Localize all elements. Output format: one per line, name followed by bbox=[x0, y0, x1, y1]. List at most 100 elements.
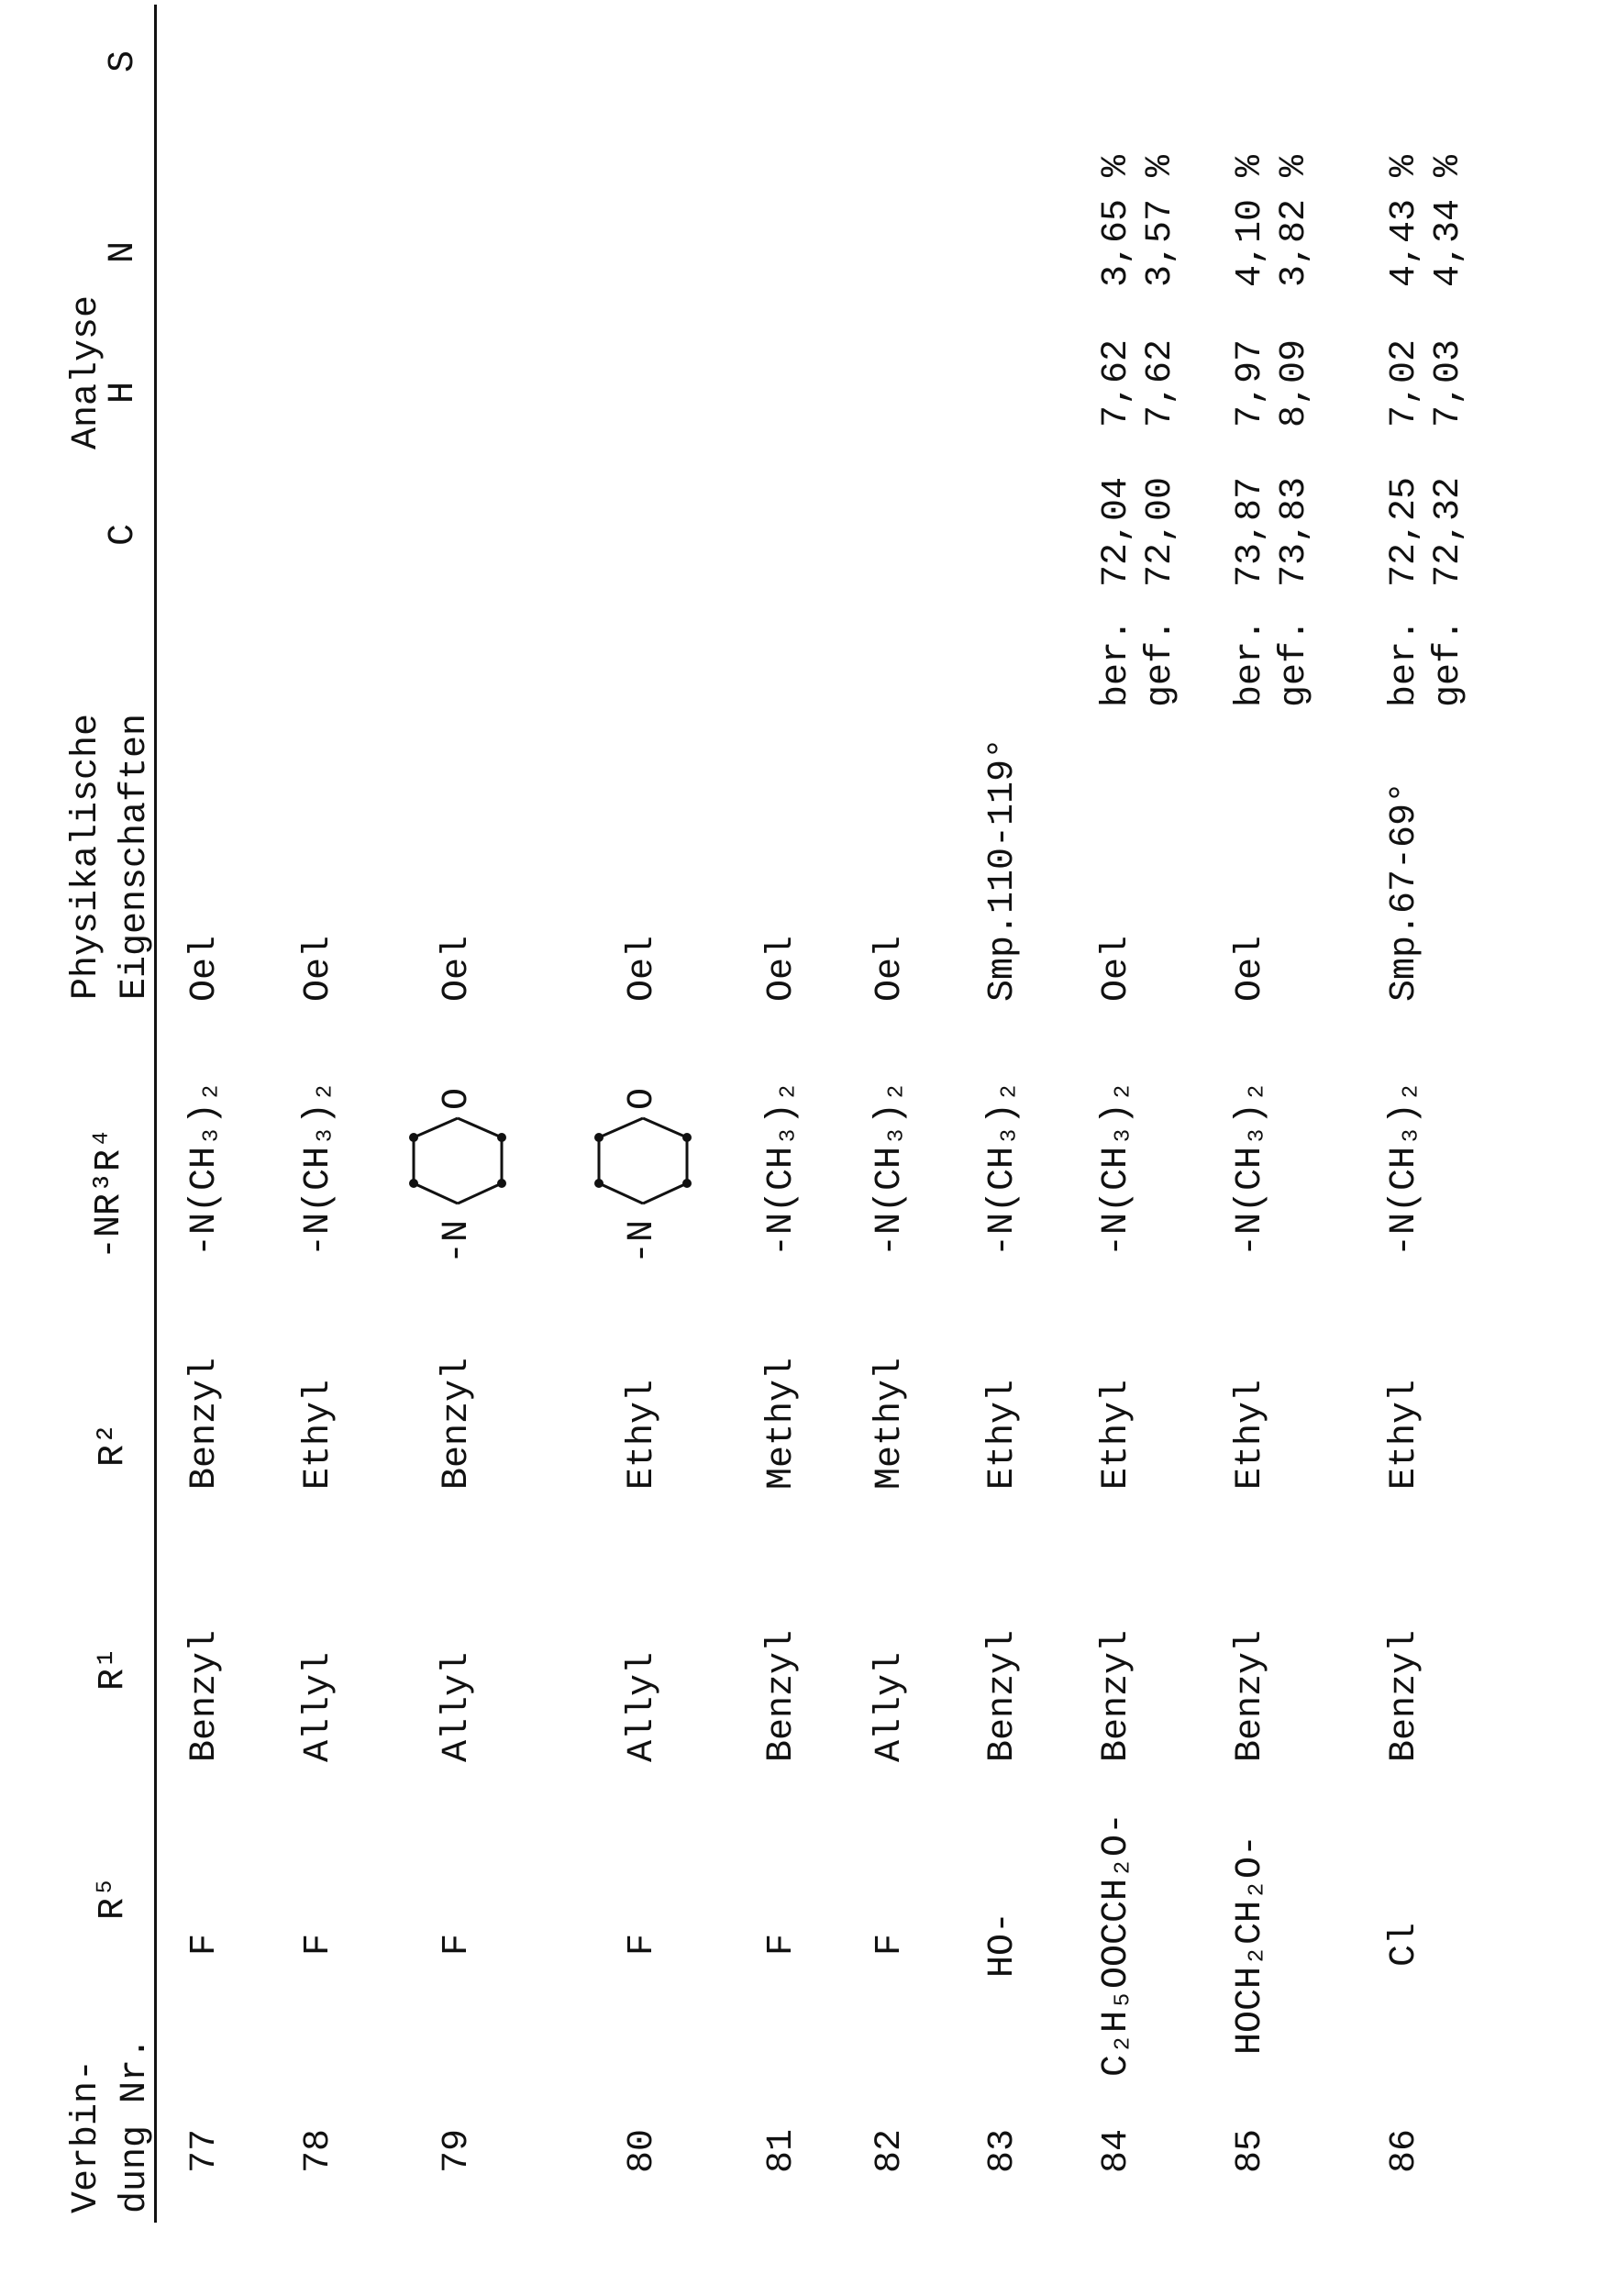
physical-properties-cell: Oel bbox=[1233, 936, 1269, 1002]
nr3r4-cell: -N(CH₃)₂ bbox=[301, 1081, 338, 1257]
ring-bond bbox=[599, 1118, 643, 1137]
analysis-label: gef. bbox=[1143, 619, 1180, 707]
ring-bond bbox=[414, 1183, 458, 1203]
header-phys-line2: Eigenschaften bbox=[117, 714, 154, 1000]
ring-nitrogen-label: -N bbox=[625, 1220, 661, 1264]
r5-cell: F bbox=[301, 1798, 338, 2091]
header-r1: R¹ bbox=[95, 1647, 132, 1691]
r1-cell: Allyl bbox=[872, 1652, 909, 1762]
ring-oxygen-label: O bbox=[625, 1088, 661, 1110]
nr3r4-cell: -N(CH₃)₂ bbox=[764, 1081, 801, 1257]
analysis-n: 3,57 % bbox=[1143, 155, 1180, 287]
header-c: C bbox=[105, 524, 142, 546]
r5-cell: F bbox=[625, 1798, 661, 2091]
r1-cell: Benzyl bbox=[187, 1630, 224, 1762]
ring-bond bbox=[599, 1183, 643, 1203]
physical-properties-cell: Smp.110-119° bbox=[985, 738, 1022, 1002]
r1-cell: Allyl bbox=[625, 1652, 661, 1762]
analysis-h: 7,02 bbox=[1387, 339, 1423, 427]
analysis-n: 4,34 % bbox=[1431, 155, 1468, 287]
analysis-c: 72,04 bbox=[1099, 477, 1135, 587]
r1-cell: Benzyl bbox=[1387, 1630, 1423, 1762]
analysis-h: 7,62 bbox=[1143, 339, 1180, 427]
ring-vertex-dot bbox=[409, 1179, 418, 1188]
ring-vertex-dot bbox=[497, 1179, 506, 1188]
physical-properties-cell: Smp.67-69° bbox=[1387, 782, 1423, 1002]
analysis-h: 7,03 bbox=[1431, 339, 1468, 427]
header-phys-line1: Physikalische bbox=[69, 714, 105, 1000]
header-r2: R² bbox=[95, 1423, 132, 1467]
ring-bond bbox=[643, 1183, 687, 1203]
ring-vertex-dot bbox=[682, 1179, 692, 1188]
nr3r4-cell: -N(CH₃)₂ bbox=[1233, 1081, 1269, 1257]
r1-cell: Allyl bbox=[439, 1652, 476, 1762]
r5-cell: HOCH₂CH₂O- bbox=[1233, 1798, 1269, 2091]
header-nr3r4: -NR³R⁴ bbox=[92, 1127, 128, 1259]
ring-vertex-dot bbox=[682, 1133, 692, 1142]
r1-cell: Allyl bbox=[301, 1652, 338, 1762]
physical-properties-cell: Oel bbox=[187, 936, 224, 1002]
physical-properties-cell: Oel bbox=[1099, 936, 1135, 1002]
r2-cell: Methyl bbox=[872, 1358, 909, 1490]
analysis-c: 72,00 bbox=[1143, 477, 1180, 587]
analysis-c: 72,32 bbox=[1431, 477, 1468, 587]
analysis-c: 72,25 bbox=[1387, 477, 1423, 587]
ring-vertex-dot bbox=[594, 1133, 604, 1142]
r2-cell: Ethyl bbox=[985, 1380, 1022, 1490]
analysis-n: 4,10 % bbox=[1233, 155, 1269, 287]
ring-bond bbox=[458, 1118, 502, 1137]
r2-cell: Benzyl bbox=[187, 1358, 224, 1490]
r5-cell: F bbox=[439, 1798, 476, 2091]
r2-cell: Benzyl bbox=[439, 1358, 476, 1490]
r1-cell: Benzyl bbox=[985, 1630, 1022, 1762]
nr3r4-cell: -N(CH₃)₂ bbox=[1099, 1081, 1135, 1257]
ring-bond bbox=[414, 1118, 458, 1137]
analysis-h: 7,97 bbox=[1233, 339, 1269, 427]
analysis-n: 3,65 % bbox=[1099, 155, 1135, 287]
analysis-n: 3,82 % bbox=[1277, 155, 1313, 287]
header-nr-line1: Verbin- bbox=[69, 2059, 105, 2213]
physical-properties-cell: Oel bbox=[872, 936, 909, 1002]
header-n: N bbox=[105, 241, 142, 263]
compound-number: 85 bbox=[1233, 2129, 1269, 2173]
r2-cell: Ethyl bbox=[1233, 1380, 1269, 1490]
r1-cell: Benzyl bbox=[764, 1630, 801, 1762]
analysis-h: 8,09 bbox=[1277, 339, 1313, 427]
ring-oxygen-label: O bbox=[439, 1088, 476, 1110]
compound-number: 78 bbox=[301, 2129, 338, 2173]
compound-number: 83 bbox=[985, 2129, 1022, 2173]
analysis-label: ber. bbox=[1387, 619, 1423, 707]
header-nr-line2: dung Nr. bbox=[117, 2037, 154, 2213]
compound-number: 81 bbox=[764, 2129, 801, 2173]
r5-cell: C₂H₅OOCCH₂O- bbox=[1099, 1798, 1135, 2091]
r5-cell: Cl bbox=[1387, 1798, 1423, 2091]
physical-properties-cell: Oel bbox=[439, 936, 476, 1002]
r1-cell: Benzyl bbox=[1099, 1630, 1135, 1762]
analysis-c: 73,87 bbox=[1233, 477, 1269, 587]
compound-number: 80 bbox=[625, 2129, 661, 2173]
compound-number: 77 bbox=[187, 2129, 224, 2173]
r1-cell: Benzyl bbox=[1233, 1630, 1269, 1762]
analysis-label: gef. bbox=[1277, 619, 1313, 707]
r2-cell: Methyl bbox=[764, 1358, 801, 1490]
header-h: H bbox=[105, 382, 142, 404]
physical-properties-cell: Oel bbox=[625, 936, 661, 1002]
header-analyse: Analyse bbox=[69, 295, 105, 449]
r5-cell: F bbox=[872, 1798, 909, 2091]
ring-bond bbox=[458, 1183, 502, 1203]
analysis-n: 4,43 % bbox=[1387, 155, 1423, 287]
r5-cell: F bbox=[764, 1798, 801, 2091]
compound-number: 84 bbox=[1099, 2129, 1135, 2173]
nr3r4-cell: -N(CH₃)₂ bbox=[1387, 1081, 1423, 1257]
ring-vertex-dot bbox=[409, 1133, 418, 1142]
analysis-h: 7,62 bbox=[1099, 339, 1135, 427]
ring-vertex-dot bbox=[594, 1179, 604, 1188]
physical-properties-cell: Oel bbox=[764, 936, 801, 1002]
ring-vertex-dot bbox=[497, 1133, 506, 1142]
analysis-label: ber. bbox=[1099, 619, 1135, 707]
header-divider-line bbox=[154, 5, 157, 2223]
r2-cell: Ethyl bbox=[1099, 1380, 1135, 1490]
physical-properties-cell: Oel bbox=[301, 936, 338, 1002]
ring-bond bbox=[643, 1118, 687, 1137]
